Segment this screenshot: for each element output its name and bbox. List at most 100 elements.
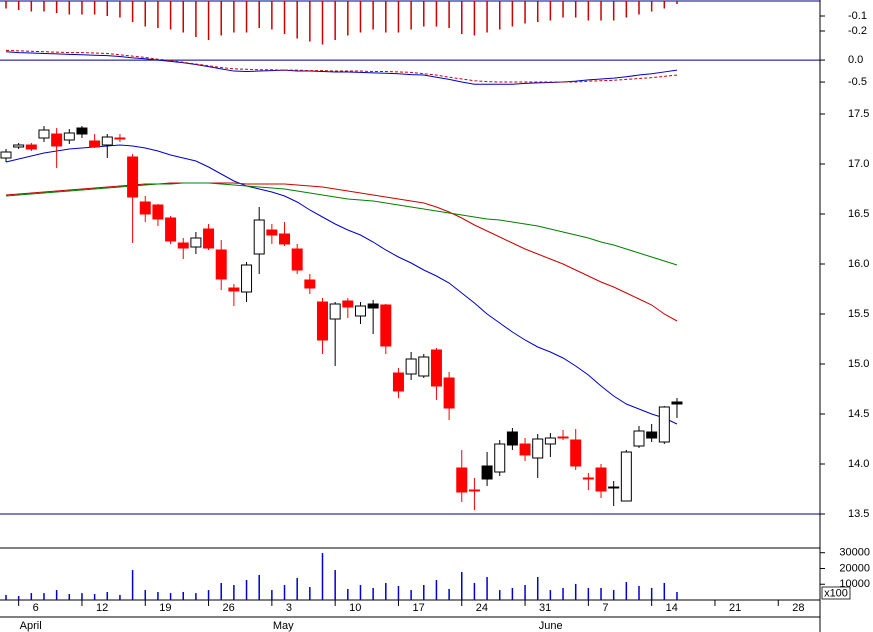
x-tick-label: 19 (159, 602, 171, 614)
candle-body (494, 443, 506, 473)
bar (182, 591, 184, 600)
line-series (5, 182, 678, 266)
candle-body (582, 477, 594, 480)
bar (435, 1, 438, 27)
x-tick-label: 3 (286, 602, 292, 614)
candle-body (342, 300, 354, 308)
candle-body (468, 489, 480, 492)
candle-body (203, 228, 215, 249)
bar (169, 593, 172, 600)
bar (574, 583, 577, 600)
candle-body (177, 242, 189, 249)
x-tick-label: 21 (729, 602, 741, 614)
candle-body (101, 136, 113, 146)
bar (245, 579, 248, 600)
line-series (5, 182, 678, 322)
x-tick-label: 10 (349, 602, 361, 614)
candle-body (152, 204, 164, 220)
candle-body (89, 140, 101, 148)
bar (473, 582, 476, 600)
x-tick-label: 17 (412, 602, 424, 614)
bar (233, 1, 235, 33)
y-tick-label: 13.5 (848, 508, 869, 520)
bar (511, 1, 514, 27)
bar (461, 571, 463, 600)
bar (182, 1, 184, 33)
bar (600, 1, 602, 21)
bar (106, 1, 109, 16)
bar (55, 1, 58, 13)
bar (410, 590, 412, 600)
candle-body (456, 467, 468, 493)
bar (397, 1, 400, 33)
candle-body (190, 237, 202, 248)
candle-body (633, 430, 645, 447)
bar (498, 590, 501, 600)
candle-body (418, 356, 430, 377)
bar (321, 553, 324, 600)
bar (650, 588, 653, 600)
candle-body (392, 372, 404, 392)
bar (486, 1, 488, 33)
candle-body (506, 431, 518, 446)
month-label: April (20, 620, 42, 632)
x-tick-label: 28 (792, 602, 804, 614)
candle-body (253, 219, 265, 255)
bar (612, 1, 615, 21)
candle-body (354, 305, 366, 317)
bar (397, 585, 400, 600)
bar (423, 585, 425, 600)
y-tick-label: 0.0 (848, 54, 863, 66)
month-label: June (539, 620, 563, 632)
bar (245, 1, 248, 33)
bar (536, 576, 539, 600)
bar (549, 1, 552, 21)
x-tick-label: 6 (33, 602, 39, 614)
candle-body (608, 486, 620, 489)
y-tick-label: -0.2 (848, 25, 867, 37)
y-tick-label: 17.5 (848, 108, 869, 120)
bar (296, 577, 298, 600)
bar (17, 596, 20, 600)
x-tick-label: 24 (476, 602, 488, 614)
bar (157, 1, 159, 28)
bar (258, 574, 260, 600)
candle-body (570, 439, 582, 467)
y-tick-label: 17.0 (848, 158, 869, 170)
bar (144, 590, 147, 600)
candle-body (266, 229, 278, 236)
candle-body (367, 303, 379, 309)
bar (258, 1, 260, 28)
x-tick-label: 31 (539, 602, 551, 614)
candle-body (317, 301, 328, 341)
bar (207, 590, 210, 600)
bar (448, 588, 450, 600)
x-tick-label: 26 (223, 602, 235, 614)
bar (562, 588, 564, 600)
bar (169, 1, 172, 30)
bar (106, 591, 109, 600)
unit-box (821, 586, 851, 600)
y-tick-label: 16.0 (848, 258, 869, 270)
bar (410, 1, 412, 30)
bar (663, 1, 666, 9)
bar (600, 588, 602, 600)
bar (461, 1, 463, 34)
bar (372, 588, 374, 600)
bar (435, 579, 438, 600)
candle-body (127, 156, 139, 198)
bar (271, 1, 273, 30)
bar (17, 1, 20, 10)
bar (347, 588, 349, 600)
candle-body (215, 249, 227, 280)
bar (448, 1, 450, 28)
line-series (5, 49, 678, 83)
unit-label: x100 (824, 587, 848, 599)
bar (625, 1, 628, 18)
bar (612, 590, 615, 600)
bar (574, 1, 577, 18)
bar (511, 588, 514, 600)
candle-body (279, 233, 291, 245)
